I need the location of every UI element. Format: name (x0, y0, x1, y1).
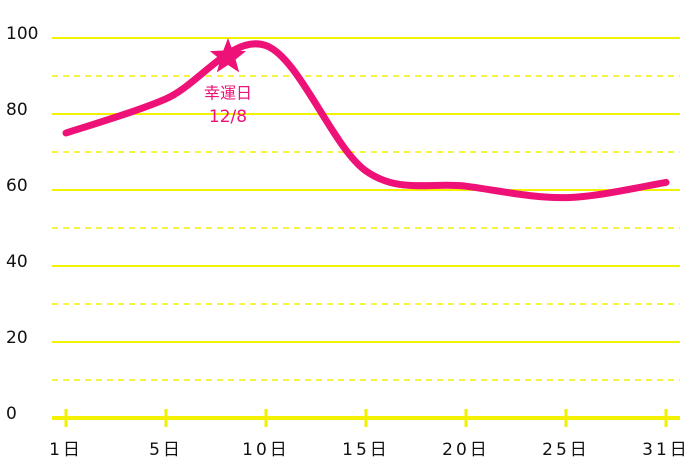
x-tick-label: 20日 (442, 440, 490, 460)
x-tick-label: 10日 (242, 440, 290, 460)
y-tick-label: 100 (6, 24, 38, 44)
y-tick-label: 40 (6, 252, 28, 272)
y-tick-label: 0 (6, 404, 17, 424)
x-tick-label: 25日 (542, 440, 590, 460)
y-tick-label: 20 (6, 328, 28, 348)
line (62, 40, 670, 202)
x-tick-label: 1日 (49, 440, 83, 460)
annotation-date: 12/8 (209, 107, 247, 127)
x-tick-label: 5日 (149, 440, 183, 460)
y-tick-label: 80 (6, 100, 28, 120)
y-tick-label: 60 (6, 176, 28, 196)
x-tick-label: 31日 (642, 440, 690, 460)
annotation-star (209, 38, 247, 73)
annotation-label: 幸運日 (204, 84, 252, 103)
x-tick-label: 15日 (342, 440, 390, 460)
